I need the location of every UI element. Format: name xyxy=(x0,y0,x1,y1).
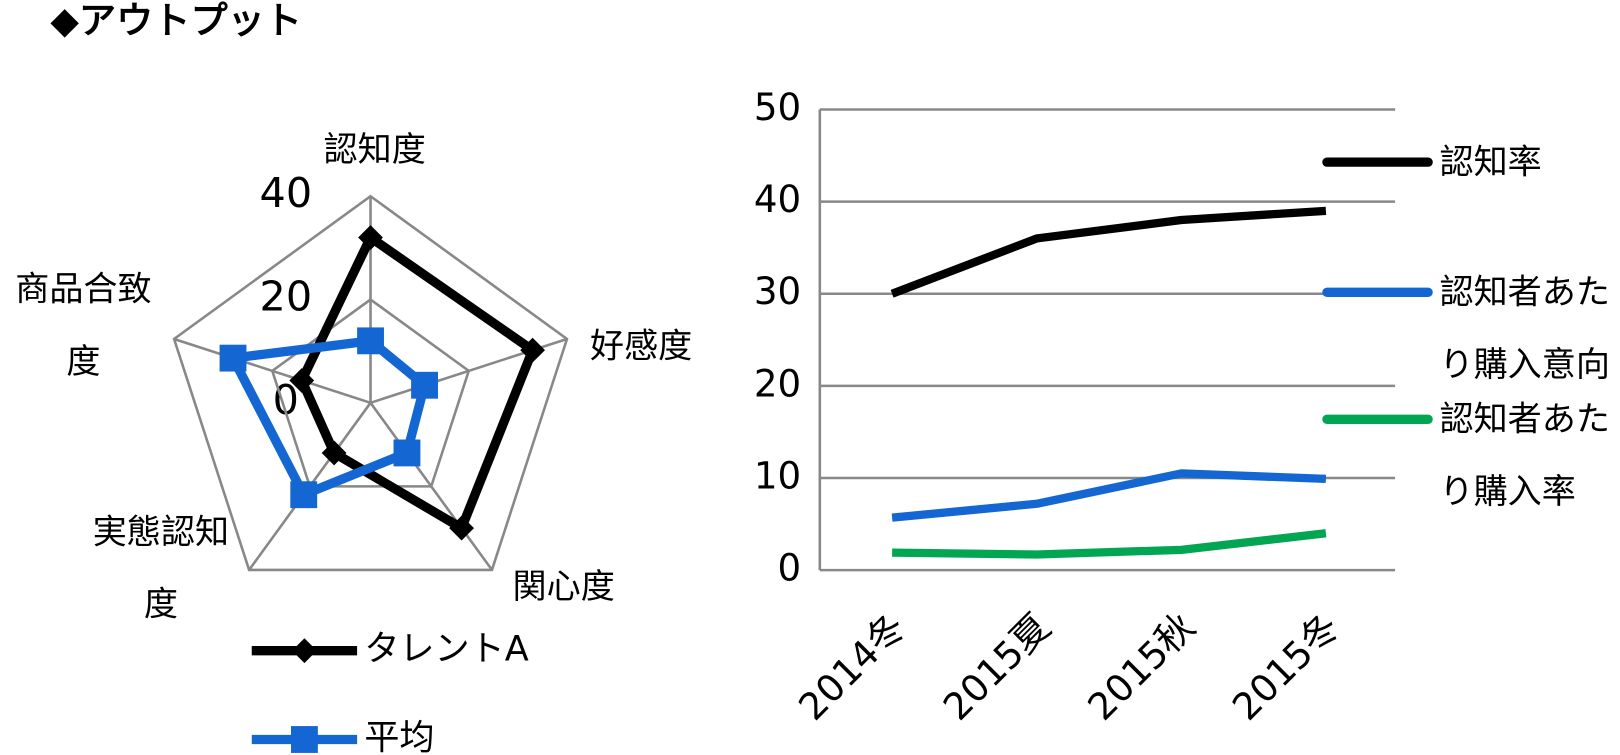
series-line xyxy=(891,469,1327,522)
y-tick-label: 10 xyxy=(754,453,801,497)
radar-marker xyxy=(393,439,421,467)
axis-label: 関心度 xyxy=(512,565,615,607)
axis-label: 実態認知度 xyxy=(92,511,230,624)
y-tick-label: 0 xyxy=(778,546,802,590)
axis-label-box: 好感度 xyxy=(590,325,693,366)
legend-label: 認知率 xyxy=(1439,141,1542,182)
radar-marker xyxy=(357,327,384,355)
x-tick-label: 2015夏 xyxy=(934,604,1058,728)
y-tick-label: 40 xyxy=(754,177,801,221)
x-tick-label: 2014冬 xyxy=(790,604,914,728)
radar-marker xyxy=(321,440,347,466)
r-tick-label: 20 xyxy=(260,273,313,321)
radar-marker xyxy=(219,344,247,372)
axis-label-box: 実態認知度 xyxy=(92,511,230,624)
axis-label-box: 商品合致度 xyxy=(15,268,152,382)
y-tick-label: 50 xyxy=(754,85,801,129)
y-tick-label: 30 xyxy=(754,269,801,313)
grid-ring xyxy=(172,194,569,572)
legend-label-box: 認知率 xyxy=(1439,141,1542,182)
spoke xyxy=(173,337,371,405)
legend-label: 認知者あたり購入意向 xyxy=(1439,271,1610,385)
radar-marker xyxy=(520,337,546,363)
legend-marker xyxy=(292,638,317,664)
spoke xyxy=(369,402,493,571)
r-tick-label: 40 xyxy=(260,169,313,217)
axis-label-box: 認知度 xyxy=(323,129,426,170)
radar-marker xyxy=(290,481,318,509)
legend-label: 認知者あたり購入率 xyxy=(1439,398,1610,512)
series-line xyxy=(890,206,1327,298)
y-tick-label: 20 xyxy=(754,361,801,405)
axis-label: 商品合致度 xyxy=(15,268,152,382)
x-tick-label: 2015冬 xyxy=(1224,604,1348,728)
axis-label-box: 関心度 xyxy=(512,565,615,607)
legend-label: タレントA xyxy=(364,629,528,670)
radar-line xyxy=(228,336,430,500)
legend-label-box: 認知者あたり購入意向 xyxy=(1439,271,1610,385)
radar-line xyxy=(297,232,538,533)
radar-marker xyxy=(358,225,383,250)
radar-marker xyxy=(411,371,438,399)
legend-label-box: 認知者あたり購入率 xyxy=(1439,398,1610,512)
grid-ring xyxy=(270,297,471,488)
page-title: ◆アウトプット xyxy=(50,0,302,42)
radar-marker xyxy=(449,515,474,541)
radar-marker xyxy=(289,368,315,393)
legend-marker xyxy=(291,726,318,753)
axis-label: 好感度 xyxy=(590,325,693,366)
series-line xyxy=(892,529,1327,559)
axis-label: 認知度 xyxy=(323,129,426,170)
x-tick-label: 2015秋 xyxy=(1079,604,1203,728)
legend-label: 平均 xyxy=(364,718,434,755)
